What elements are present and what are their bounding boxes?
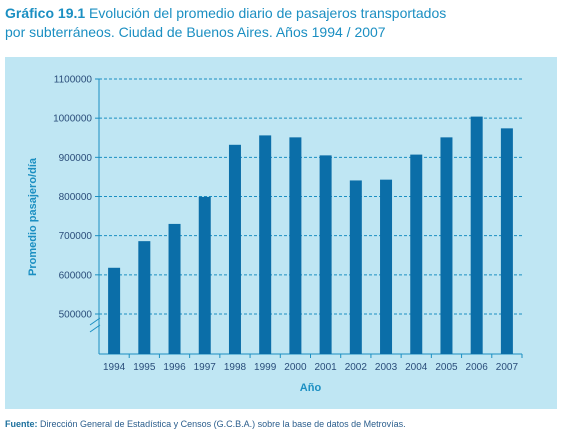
axis-break-mark <box>89 324 101 333</box>
bar-2004 <box>410 154 423 354</box>
bar-1999 <box>259 135 272 354</box>
y-tick-label: 600000 <box>59 270 93 281</box>
x-tick-label: 1994 <box>103 362 126 373</box>
chart-number: Gráfico 19.1 <box>5 5 86 21</box>
x-tick-label: 2007 <box>496 362 519 373</box>
x-tick-label: 1997 <box>194 362 217 373</box>
chart-title-line2: por subterráneos. Ciudad de Buenos Aires… <box>5 24 386 40</box>
x-tick-label: 2004 <box>405 362 428 373</box>
y-tick-label: 1100000 <box>54 75 93 86</box>
bar-1995 <box>138 241 151 354</box>
y-tick-label: 500000 <box>59 310 93 321</box>
bar-2003 <box>380 179 393 354</box>
bar-1996 <box>168 223 181 354</box>
axis-break-mark <box>89 317 101 326</box>
x-tick-label: 1995 <box>133 362 156 373</box>
source-text: Dirección General de Estadística y Censo… <box>40 419 406 429</box>
x-tick-label: 2006 <box>466 362 489 373</box>
x-tick-label: 1996 <box>163 362 186 373</box>
y-axis-title: Promedio pasajero/día <box>27 157 39 276</box>
chart-panel: 500000 600000 700000 800000 900000 1000000 110… <box>5 57 557 409</box>
x-axis-title: Año <box>300 382 322 394</box>
bar-1997 <box>198 196 211 354</box>
y-tick-label: 700000 <box>59 231 93 242</box>
bar-1994 <box>108 267 121 354</box>
chart-title-line1: Evolución del promedio diario de pasajer… <box>89 5 447 21</box>
source-label: Fuente: <box>5 419 38 429</box>
source-note: Fuente: Dirección General de Estadística… <box>5 419 406 429</box>
y-tick-label: 1000000 <box>53 114 92 125</box>
bar-1998 <box>228 144 241 354</box>
bar-2000 <box>289 137 302 354</box>
x-tick-label: 2002 <box>345 362 368 373</box>
bar-2002 <box>349 180 362 354</box>
x-tick-label: 2003 <box>375 362 398 373</box>
y-tick-label: 800000 <box>59 192 93 203</box>
bar-2006 <box>470 116 483 354</box>
x-tick-label: 2005 <box>435 362 458 373</box>
x-tick-label: 1999 <box>254 362 277 373</box>
bar-2001 <box>319 155 332 354</box>
x-tick-label: 2001 <box>314 362 337 373</box>
bar-chart: 500000 600000 700000 800000 900000 1000000 110… <box>27 75 523 394</box>
bar-2005 <box>440 137 453 354</box>
chart-title: Gráfico 19.1 Evolución del promedio diar… <box>5 4 561 42</box>
x-tick-label: 1998 <box>224 362 247 373</box>
bar-2007 <box>500 128 513 354</box>
x-tick-label: 2000 <box>284 362 307 373</box>
y-tick-label: 900000 <box>59 153 93 164</box>
